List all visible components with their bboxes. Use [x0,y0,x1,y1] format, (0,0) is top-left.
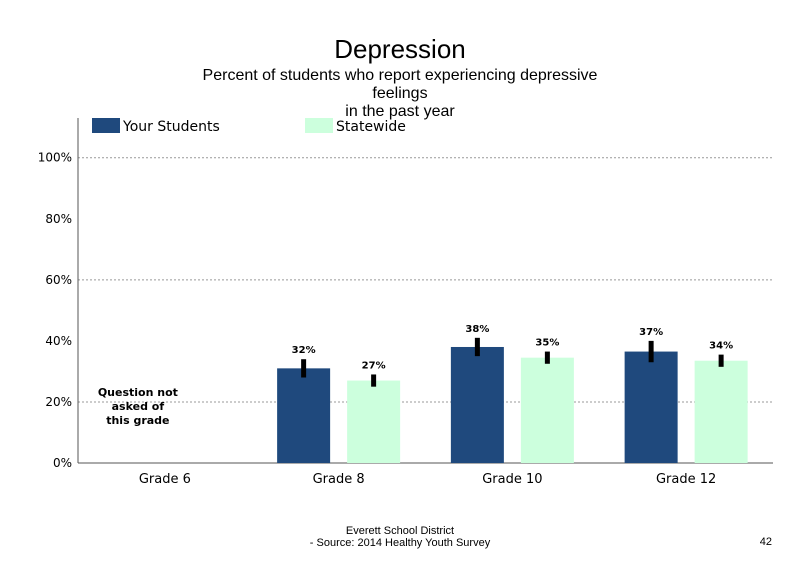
y-tick-label: 80% [45,212,72,226]
legend-label: Statewide [336,119,406,135]
data-label: 38% [465,324,489,335]
bar [277,368,331,463]
chart-title: Depression [334,34,466,64]
data-label: 34% [709,341,733,352]
note-label: Question not asked of this grade [98,386,178,427]
y-tick-label: 100% [38,151,72,165]
chart-subtitle: Percent of students who report experienc… [202,67,598,120]
y-tick-label: 0% [53,456,72,470]
legend-swatch [305,118,333,133]
y-tick-label: 40% [45,334,72,348]
y-tick-label: 20% [45,395,72,409]
x-tick-label: Grade 12 [656,472,716,487]
bar [520,357,574,463]
page-number: 42 [759,536,772,548]
x-tick-label: Grade 10 [482,472,542,487]
x-tick-label: Grade 8 [313,472,365,487]
bar [347,380,401,463]
bar [624,351,678,463]
legend-label: Your Students [122,119,220,135]
data-label: 32% [292,345,316,356]
bar [450,346,504,463]
source-footer: Everett School District - Source: 2014 H… [309,525,491,549]
y-tick-label: 60% [45,273,72,287]
legend-swatch [92,118,120,133]
data-label: 35% [535,338,559,349]
x-tick-label: Grade 6 [139,472,191,487]
bar [694,360,748,463]
data-label: 27% [362,360,386,371]
data-label: 37% [639,327,663,338]
